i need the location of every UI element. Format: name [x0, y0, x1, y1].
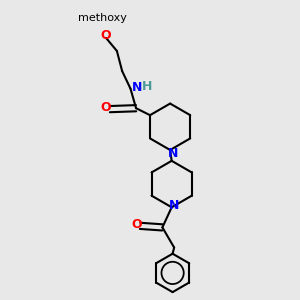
Text: methoxy: methoxy	[78, 14, 126, 23]
Text: N: N	[169, 199, 179, 212]
Text: O: O	[131, 218, 142, 231]
Text: O: O	[101, 101, 111, 114]
Text: N: N	[168, 147, 178, 160]
Text: O: O	[100, 29, 111, 42]
Text: H: H	[142, 80, 153, 93]
Text: N: N	[132, 81, 142, 94]
